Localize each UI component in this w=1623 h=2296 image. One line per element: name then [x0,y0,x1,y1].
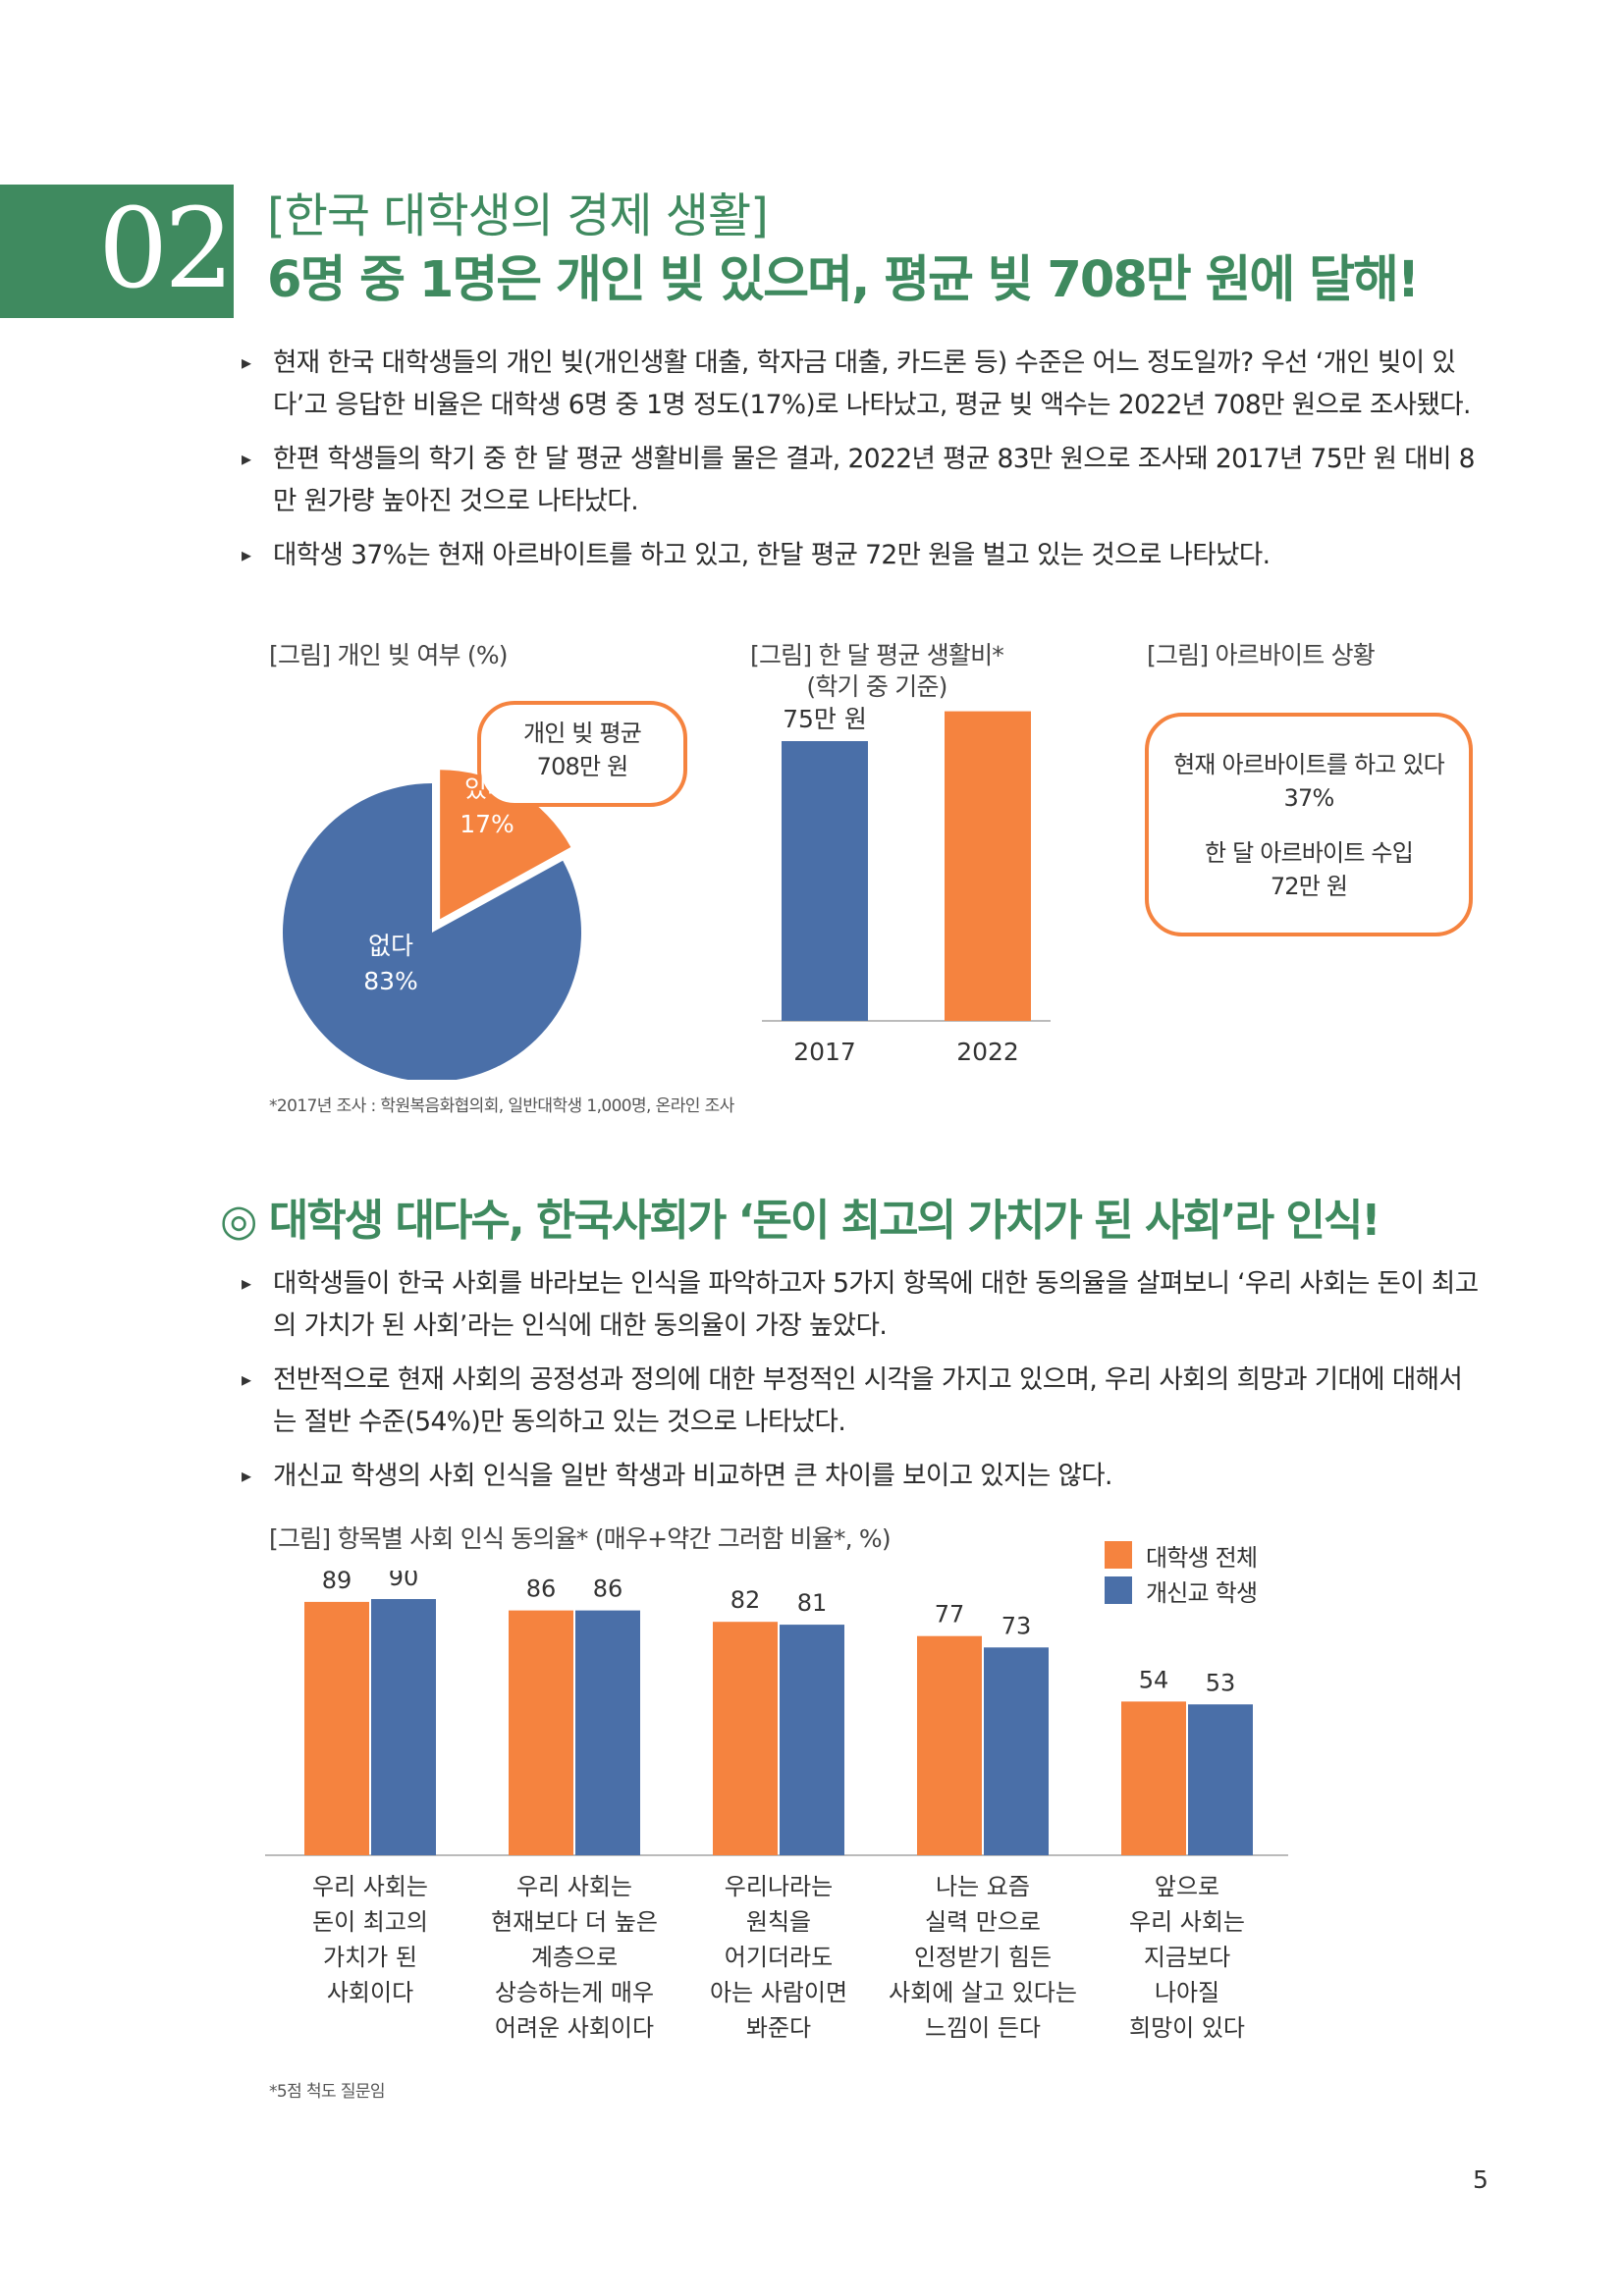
bar-value-label: 86 [593,1575,623,1603]
chart-legend: 대학생 전체 개신교 학생 [1105,1537,1258,1608]
category-label: 우리 사회는 [516,1873,632,1900]
bar-value-label: 77 [935,1601,965,1629]
category-label: 우리나라는 [725,1873,833,1900]
section-subtitle: [한국 대학생의 경제 생활] [267,188,769,243]
legend-item: 대학생 전체 [1105,1537,1258,1573]
page-number: 5 [1473,2165,1488,2194]
bar-all [509,1610,573,1855]
category-label: 원칙을 [746,1908,811,1936]
bar-value-label: 53 [1206,1669,1236,1696]
category-label: 봐준다 [746,2014,811,2042]
footnote-scale: *5점 척도 질문임 [269,2082,386,2102]
bar-protestant [1188,1704,1253,1855]
category-label: 아는 사람이면 [710,1979,847,2006]
bar-protestant [371,1599,436,1855]
category-label: 어기더라도 [725,1944,833,1971]
bar-all [917,1635,982,1855]
category-label: 가치가 된 [323,1944,417,1971]
debt-chart-caption: [그림] 개인 빚 여부 (%) [269,641,509,669]
parttime-caption: [그림] 아르바이트 상황 [1147,641,1376,669]
section2-bullets: 대학생들이 한국 사회를 바라보는 인식을 파악하고자 5가지 항목에 대한 동… [238,1262,1485,1509]
category-label: 우리 사회는 [1129,1908,1245,1936]
bullet-item: 전반적으로 현재 사회의 공정성과 정의에 대한 부정적인 시각을 가지고 있으… [238,1359,1485,1443]
category-label: 실력 만으로 [925,1908,1041,1936]
debt-pie-chart [283,770,581,1080]
bar-protestant [984,1647,1049,1855]
pie-label-yes: 있다 17% [438,772,536,842]
parttime-line: 72만 원 [1270,873,1348,900]
legend-label: 개신교 학생 [1146,1578,1258,1607]
bar-all [713,1622,778,1855]
bar-value-label: 90 [389,1571,419,1591]
debt-average-callout: 개인 빚 평균 708만 원 [477,701,687,807]
footnote-survey: *2017년 조사 : 학원복음화협의회, 일반대학생 1,000명, 온라인 … [269,1096,734,1116]
legend-swatch-blue [1105,1576,1132,1604]
pie-label-no-text: 없다 [367,932,413,960]
bar-2017 [782,741,868,1021]
category-label: 사회이다 [327,1979,413,2006]
living-caption-line2: (학기 중 기준) [806,672,947,701]
pie-slice-yes [440,770,571,920]
category-label: 나아질 [1155,1979,1219,2006]
legend-item: 개신교 학생 [1105,1573,1258,1608]
bar-value-label: 73 [1001,1612,1032,1639]
section-number-box: 02 [0,185,235,318]
bar-2022 [945,711,1031,1021]
bar-value-label: 54 [1139,1666,1169,1693]
callout-line: 708만 원 [536,753,629,780]
category-label: 나는 요즘 [936,1873,1030,1900]
bar-all [1121,1701,1186,1855]
category-label: 인정받기 힘든 [914,1944,1052,1971]
bar-value-label: 89 [322,1571,352,1594]
perception-chart-caption: [그림] 항목별 사회 인식 동의율* (매우+약간 그러함 비율*, %) [269,1524,892,1553]
category-label: 상승하는게 매우 [495,1979,654,2006]
x-tick-label: 2022 [956,1038,1019,1066]
pie-label-no-value: 83% [363,967,418,995]
bullet-item: 대학생들이 한국 사회를 바라보는 인식을 파악하고자 5가지 항목에 대한 동… [238,1262,1485,1347]
bar-protestant [780,1625,844,1855]
living-cost-bar-chart: 75만 원201783만 원2022 [762,707,1051,1066]
category-label: 계층으로 [531,1944,618,1971]
category-label: 지금보다 [1144,1944,1230,1971]
section1-bullets: 현재 한국 대학생들의 개인 빚(개인생활 대출, 학자금 대출, 카드론 등)… [238,342,1485,588]
category-label: 사회에 살고 있다는 [889,1979,1077,2006]
bar-value-label: 86 [526,1575,557,1603]
section-number: 02 [98,186,235,313]
bullet-item: 현재 한국 대학생들의 개인 빚(개인생활 대출, 학자금 대출, 카드론 등)… [238,342,1485,426]
category-label: 현재보다 더 높은 [491,1908,658,1936]
parttime-line: 한 달 아르바이트 수입 [1204,839,1414,867]
bar-value-label: 82 [730,1586,761,1614]
category-label: 돈이 최고의 [312,1908,428,1936]
parttime-line: 현재 아르바이트를 하고 있다 [1173,751,1445,778]
section2-title: ◎ 대학생 대다수, 한국사회가 ‘돈이 최고의 가치가 된 사회’라 인식! [220,1196,1380,1246]
parttime-box: 현재 아르바이트를 하고 있다 37% 한 달 아르바이트 수입 72만 원 [1145,713,1473,936]
legend-label: 대학생 전체 [1146,1543,1258,1572]
living-caption-line1: [그림] 한 달 평균 생활비* [750,641,1004,669]
living-chart-caption: [그림] 한 달 평균 생활비* (학기 중 기준) [734,640,1019,703]
category-label: 어려운 사회이다 [495,2014,654,2042]
category-label: 우리 사회는 [312,1873,428,1900]
callout-line: 개인 빚 평균 [522,720,642,747]
pie-slice-no [283,783,581,1080]
bar-protestant [575,1610,640,1855]
bullet-item: 개신교 학생의 사회 인식을 일반 학생과 비교하면 큰 차이를 보이고 있지는… [238,1455,1485,1497]
category-label: 앞으로 [1155,1873,1219,1900]
bar-value-label: 75만 원 [783,707,867,733]
parttime-line: 37% [1283,784,1335,812]
category-label: 희망이 있다 [1129,2014,1245,2042]
pie-label-yes-text: 있다 [463,774,510,803]
bullet-item: 대학생 37%는 현재 아르바이트를 하고 있고, 한달 평균 72만 원을 벌… [238,534,1485,576]
pie-label-no: 없다 83% [342,929,440,999]
pie-label-yes-value: 17% [460,810,514,838]
category-label: 느낌이 든다 [925,2014,1041,2042]
bar-value-label: 81 [797,1589,828,1617]
bar-all [304,1601,369,1855]
x-tick-label: 2017 [793,1038,856,1066]
section-title: 6명 중 1명은 개인 빚 있으며, 평균 빚 708만 원에 달해! [267,251,1420,309]
bullet-item: 한편 학생들의 학기 중 한 달 평균 생활비를 물은 결과, 2022년 평균… [238,438,1485,522]
legend-swatch-orange [1105,1541,1132,1569]
